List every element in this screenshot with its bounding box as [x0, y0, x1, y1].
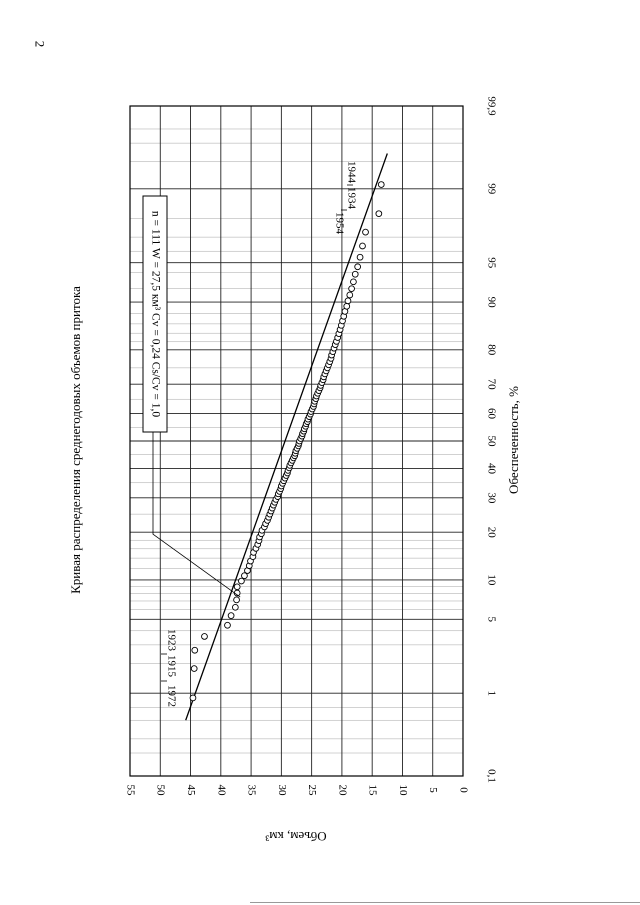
data-point [344, 297, 352, 305]
y-tick-label: 10 [397, 785, 409, 797]
data-point [191, 646, 199, 654]
parameters-label: n = 111 W = 27,5 км³ Cv = 0,24 Cs/Cv = 1… [149, 211, 161, 417]
y-tick-label: 45 [185, 785, 197, 797]
y-tick-label: 25 [306, 785, 318, 797]
x-tick-label: 99 [485, 183, 497, 195]
x-tick-label: 1 [485, 690, 497, 696]
y-tick-label: 15 [367, 785, 379, 797]
x-tick-label: 99,9 [485, 96, 497, 116]
year-annotation: 1923 [165, 629, 177, 652]
data-point [231, 603, 239, 611]
chart-title: Кривая распределения среднегодовых объем… [68, 286, 83, 594]
y-tick-label: 5 [427, 787, 439, 793]
data-point [346, 291, 354, 299]
data-point [356, 253, 364, 261]
year-annotation: 1954 [333, 212, 345, 235]
y-tick-label: 40 [215, 785, 227, 797]
data-point [227, 612, 235, 619]
x-tick-label: 80 [485, 344, 497, 356]
x-tick-labels: 0,1 1 5 10 20 30 40 50 60 70 80 90 95 99 99,9 [485, 96, 497, 783]
data-point [351, 270, 359, 278]
y-tick-label: 55 [124, 785, 136, 797]
y-tick-labels: 0 5 10 15 20 25 30 35 40 45 50 55 [124, 785, 469, 797]
x-tick-label: 5 [485, 617, 497, 623]
data-point [189, 694, 197, 702]
x-tick-label: 95 [485, 257, 497, 269]
data-point [224, 621, 231, 629]
data-point [375, 210, 383, 218]
y-axis-label: Объем, км³ [265, 829, 326, 844]
x-axis-label: Обеспеченность, % [506, 386, 521, 494]
plot-frame [129, 105, 464, 777]
data-point [362, 228, 369, 236]
data-point [348, 285, 355, 293]
x-tick-label: 10 [485, 574, 497, 586]
footer-rule [250, 902, 640, 903]
y-tick-label: 50 [155, 785, 167, 797]
x-tick-label: 20 [485, 527, 497, 539]
fitted-curve [185, 153, 388, 721]
data-point [343, 302, 351, 310]
year-annotation: 1944 [345, 161, 357, 184]
data-point [190, 665, 198, 672]
x-tick-label: 90 [485, 297, 497, 309]
x-tick-label: 40 [485, 463, 497, 475]
parameters-box: n = 111 W = 27,5 км³ Cv = 0,24 Cs/Cv = 1… [142, 195, 168, 433]
data-point [377, 181, 385, 188]
y-tick-label: 35 [246, 785, 258, 797]
x-tick-label: 50 [485, 436, 497, 448]
data-point [233, 596, 240, 604]
data-point [201, 633, 208, 640]
data-point [350, 278, 357, 286]
x-tick-label: 60 [485, 408, 497, 420]
x-tick-label: 70 [485, 379, 497, 391]
x-tick-label: 0,1 [485, 769, 497, 783]
x-tick-label: 30 [485, 492, 497, 504]
y-tick-label: 30 [276, 785, 288, 797]
y-tick-label: 0 [457, 787, 469, 793]
data-point [238, 577, 245, 585]
y-tick-label: 20 [336, 785, 348, 797]
data-point [233, 583, 241, 591]
data-point [359, 242, 366, 250]
year-annotation: 1934 [345, 187, 357, 210]
chart-grid [129, 105, 464, 777]
observed-points [189, 181, 385, 702]
year-annotation: 1972 [165, 685, 177, 707]
data-point [354, 263, 362, 271]
year-annotation: 1915 [165, 655, 177, 678]
data-point [241, 572, 248, 580]
leader-line [152, 432, 241, 598]
